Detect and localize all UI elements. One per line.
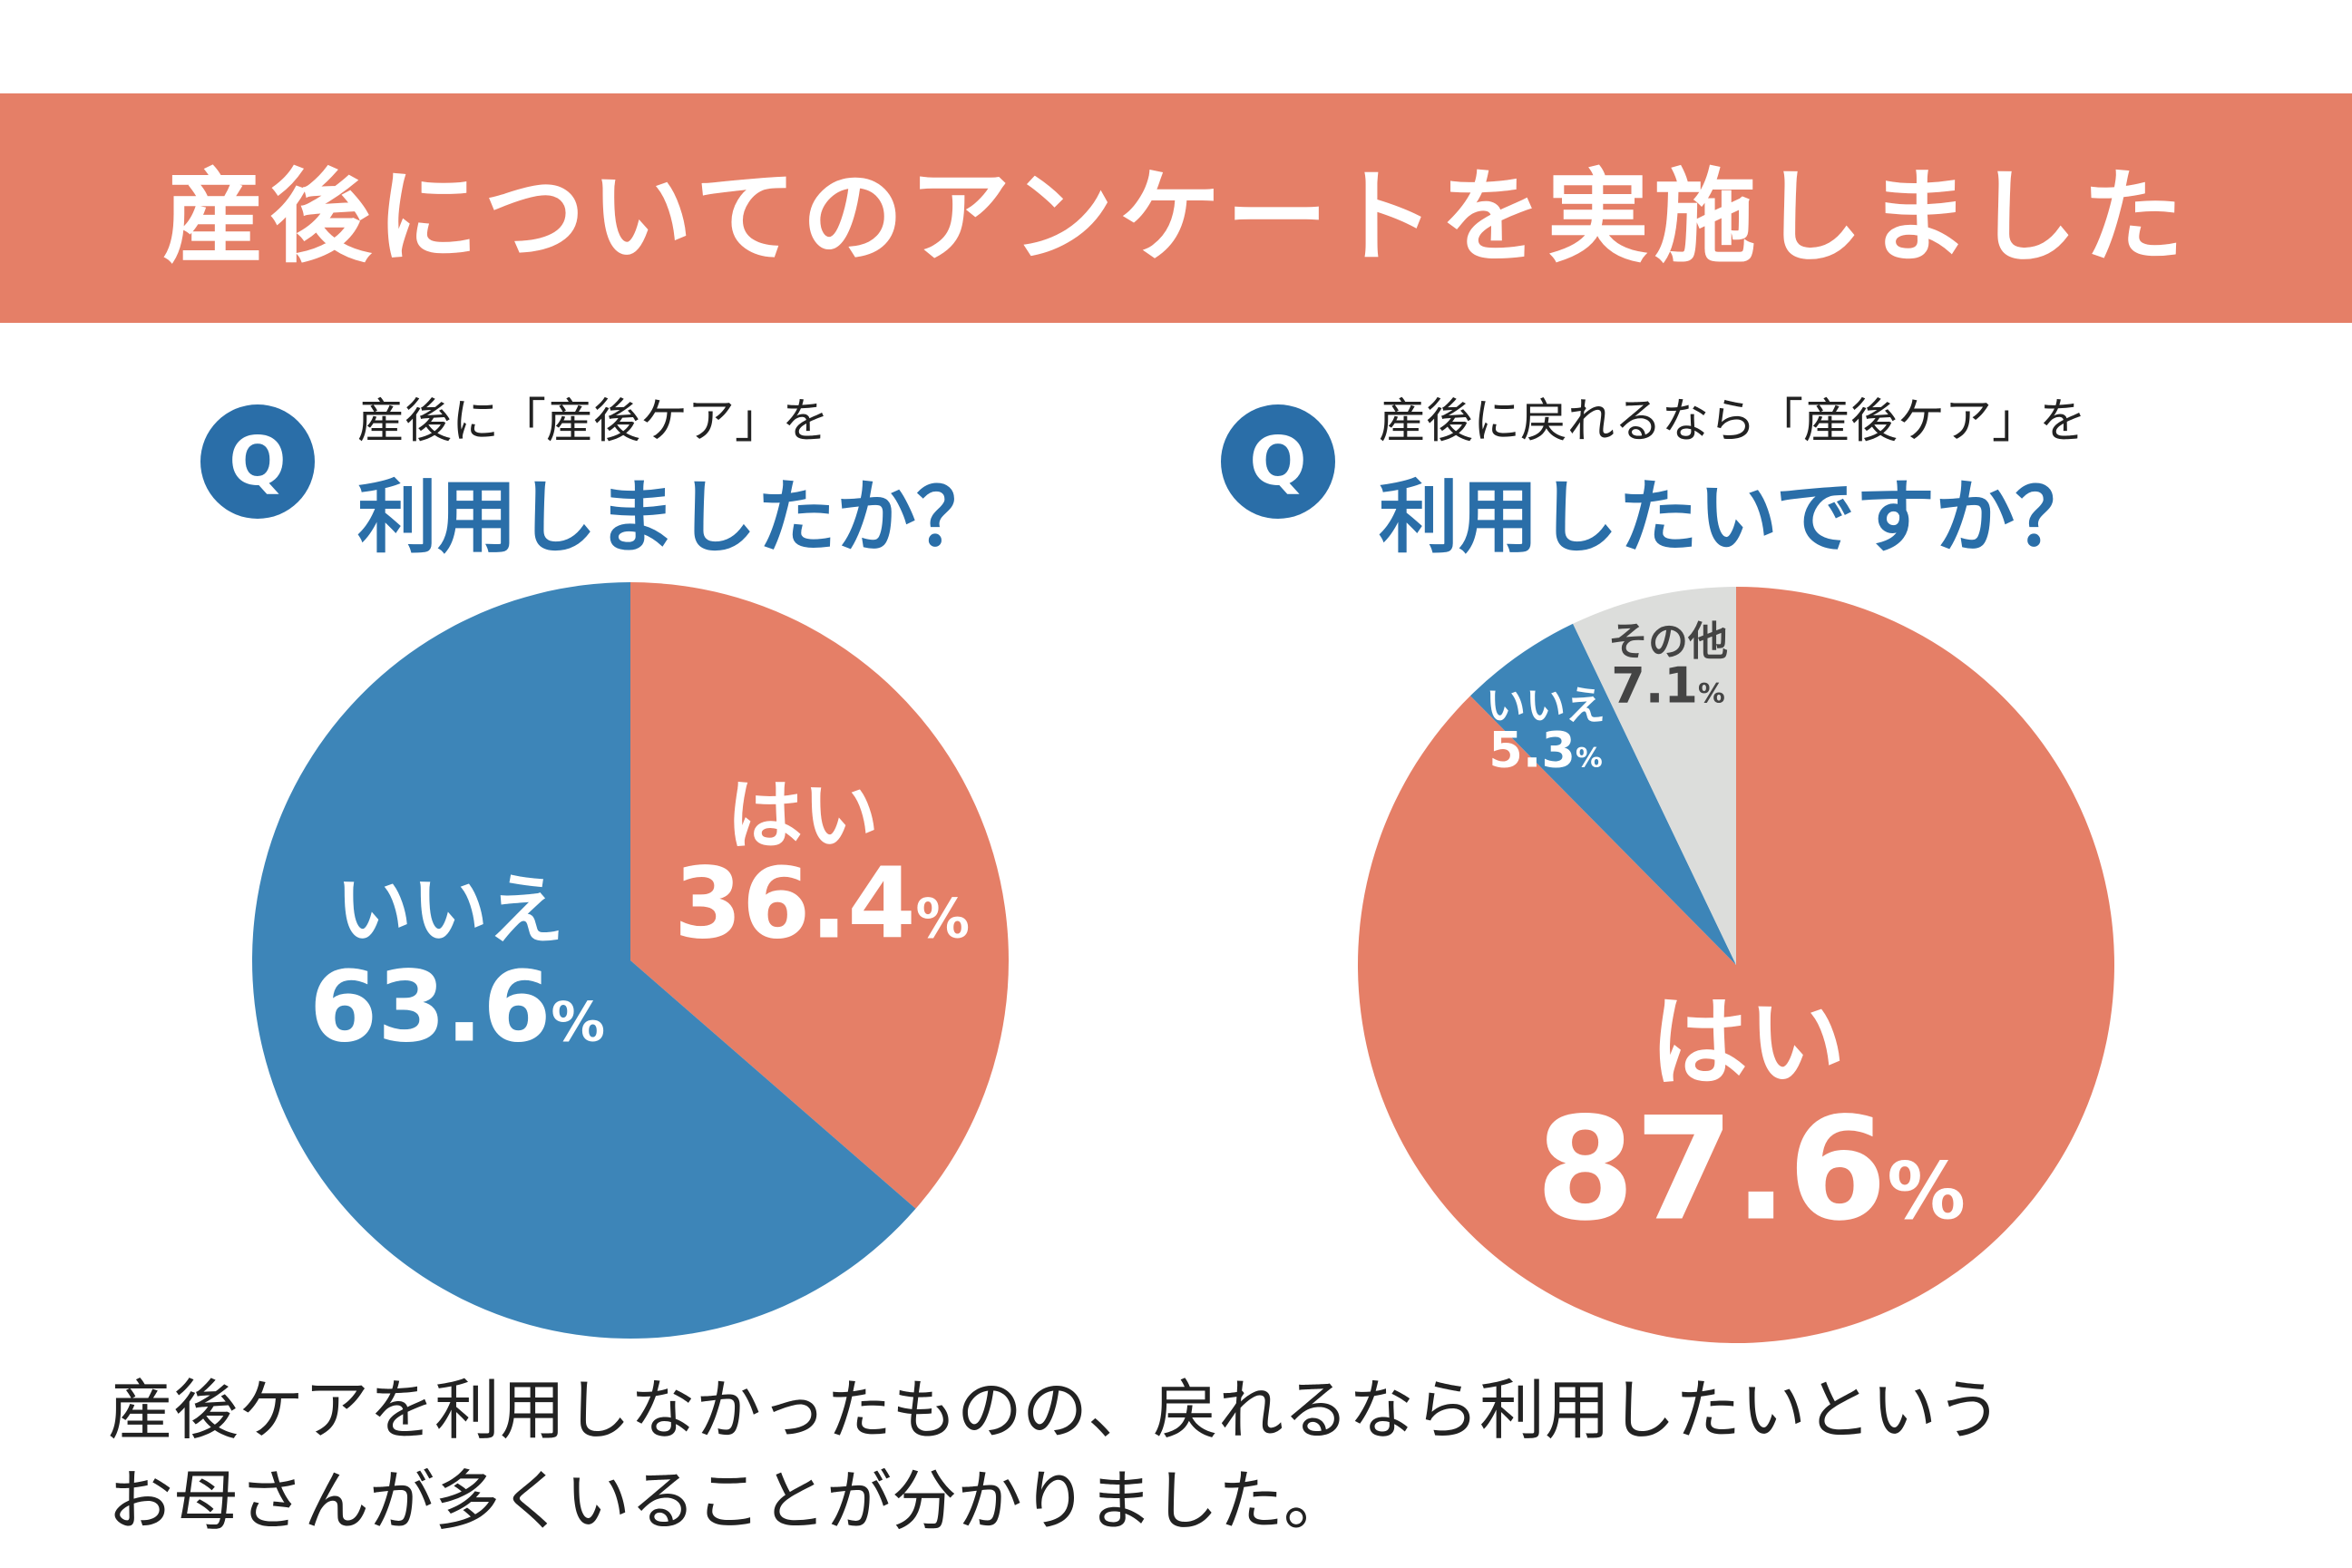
summary-line2: お母さんが多くいることが分かりました。 [108, 1463, 1350, 1539]
pie-slice [630, 582, 1009, 1209]
slice-pct-no: 63.6% [309, 950, 605, 1065]
pie-slice [1469, 623, 1736, 965]
question1-line1: 産後に「産後ケア」を [357, 394, 830, 449]
slice-label-other: その他 [1608, 618, 1728, 665]
summary-line1: 産後ケアを利用しなかったものの、戻れるなら利用したいという [108, 1372, 2003, 1448]
q-icon: Q [200, 404, 315, 519]
slice-pct-yes: 87.6% [1536, 1086, 1966, 1253]
pie-chart-want [1358, 587, 2115, 1343]
page-title: 産後についてのアンケートを実施しました [162, 158, 2190, 277]
slice-label-no: いいえ [335, 865, 565, 955]
slice-label-yes: はい [726, 771, 880, 861]
pie-slice [1358, 587, 2115, 1343]
pie-slice [251, 582, 916, 1339]
slice-pct-no: 5.3% [1488, 721, 1603, 779]
title-banner: 産後についてのアンケートを実施しました [0, 93, 2352, 323]
pie-chart-used [251, 582, 1009, 1339]
question2-line2: 利用したいですか？ [1379, 471, 2095, 564]
summary-text: 産後ケアを利用しなかったものの、戻れるなら利用したいという お母さんが多くいるこ… [108, 1365, 2002, 1546]
slice-pct-yes: 36.4% [674, 847, 970, 961]
question2-line1: 産後に戻れるなら「産後ケア」を [1379, 394, 2087, 449]
q-icon: Q [1221, 404, 1335, 519]
pie-slice [1573, 587, 1736, 965]
slice-label-yes: はい [1649, 987, 1847, 1100]
slice-pct-other: 7.1% [1611, 657, 1725, 715]
slice-label-no: いいえ [1486, 683, 1605, 729]
question1-line2: 利用しましたか？ [357, 471, 997, 564]
